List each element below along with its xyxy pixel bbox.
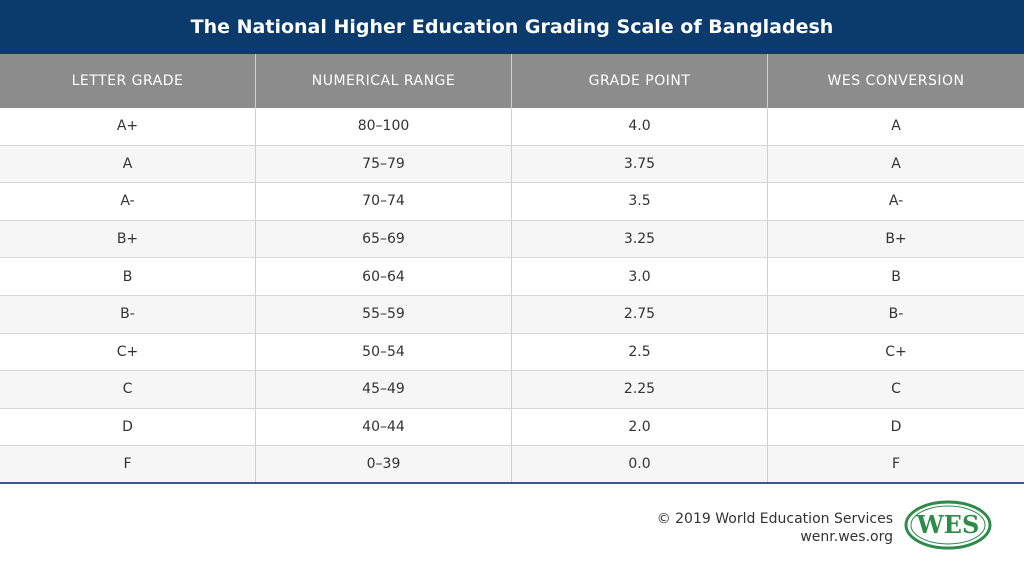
- table-cell: F: [0, 446, 256, 482]
- table-cell: 70–74: [256, 183, 512, 220]
- table-cell: A: [0, 145, 256, 183]
- logo-ring: [904, 500, 992, 550]
- table-cell: 0–39: [256, 446, 512, 482]
- table-cell: D: [890, 419, 902, 436]
- table-cell: 2.75: [512, 295, 768, 333]
- table-row: B- 55–59 2.75 B-: [0, 295, 1024, 334]
- table-cell: 3.75: [512, 145, 768, 183]
- table-cell: 3.0: [512, 258, 768, 295]
- table-cell: B-: [888, 306, 904, 323]
- table-cell: B-: [0, 295, 256, 333]
- logo: WES: [904, 500, 992, 550]
- table-cell: D: [0, 408, 256, 446]
- table-cell: A+: [0, 108, 256, 145]
- table-cell: 4.0: [512, 108, 768, 145]
- header-row: LETTER GRADE NUMERICAL RANGE GRADE POINT WE…: [0, 54, 1024, 108]
- table-cell: 2.5: [512, 333, 768, 371]
- table-cell: 55–59: [256, 295, 512, 333]
- table-cell: B: [891, 268, 901, 285]
- table-cell: 40–44: [256, 408, 512, 446]
- table-cell: C: [891, 381, 901, 398]
- table-cell: C: [0, 371, 256, 408]
- table-row: A+ 80–100 4.0 A: [0, 108, 1024, 146]
- table-row: C+ 50–54 2.5 C+: [0, 333, 1024, 372]
- table-cell: A-: [0, 183, 256, 220]
- grading-table: LETTER GRADE NUMERICAL RANGE GRADE POINT WE…: [0, 54, 1024, 484]
- table-cell: B: [0, 258, 256, 295]
- table-row: B 60–64 3.0 B: [0, 258, 1024, 296]
- url: wenr.wes.org: [800, 529, 893, 545]
- table-cell: 0.0: [512, 446, 768, 482]
- table-cell: 45–49: [256, 371, 512, 408]
- table-cell: B+: [885, 231, 907, 248]
- table-cell: C+: [0, 333, 256, 371]
- table-row: B+ 65–69 3.25 B+: [0, 220, 1024, 259]
- copyright: © 2019 World Education Services: [656, 511, 893, 527]
- table-cell: B+: [0, 220, 256, 258]
- logo-text: WES: [916, 510, 980, 539]
- table-cell: A: [891, 118, 901, 135]
- header-cell: LETTER GRADE: [0, 54, 256, 108]
- table-cell: 50–54: [256, 333, 512, 371]
- table-row: A 75–79 3.75 A: [0, 145, 1024, 184]
- table-cell: 2.25: [512, 371, 768, 408]
- header-cell: GRADE POINT: [512, 54, 768, 108]
- logo-inner-ring: [910, 505, 986, 545]
- table-cell: 2.0: [512, 408, 768, 446]
- table-cell: 80–100: [256, 108, 512, 145]
- table-cell: F: [891, 456, 901, 473]
- title: The National Higher Education Grading Sc…: [190, 16, 834, 38]
- table-row: C 45–49 2.25 C: [0, 371, 1024, 409]
- header-cell: WES CONVERSION: [827, 73, 965, 89]
- table-cell: C+: [885, 343, 907, 360]
- table-cell: 3.25: [512, 220, 768, 258]
- table-row: D 40–44 2.0 D: [0, 408, 1024, 447]
- table-cell: A: [891, 155, 901, 172]
- table-cell: 65–69: [256, 220, 512, 258]
- table-row: F 0–39 0.0 F: [0, 446, 1024, 484]
- title-bar: The National Higher Education Grading Sc…: [0, 0, 1024, 54]
- table-cell: 75–79: [256, 145, 512, 183]
- table-cell: 60–64: [256, 258, 512, 295]
- table-row: A- 70–74 3.5 A-: [0, 183, 1024, 221]
- table-cell: A-: [888, 193, 904, 210]
- header-cell: NUMERICAL RANGE: [256, 54, 512, 108]
- table-cell: 3.5: [512, 183, 768, 220]
